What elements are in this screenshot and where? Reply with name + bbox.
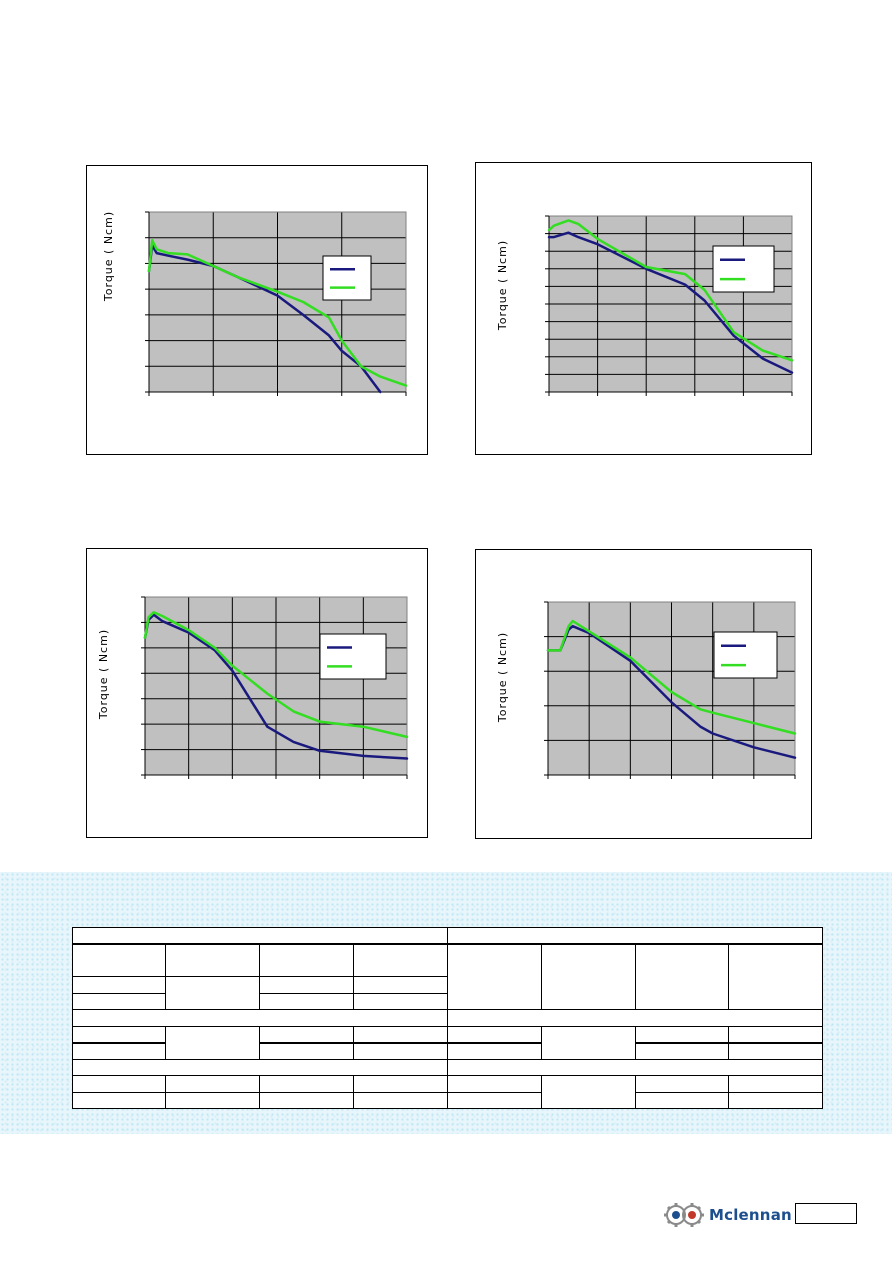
table-cell	[728, 1041, 823, 1060]
table-row	[72, 926, 823, 945]
table-cell	[353, 1075, 448, 1093]
table-cell	[541, 942, 636, 1011]
logo-wordmark: Mclennan	[709, 1206, 792, 1224]
chart-panel-2: Torque ( Ncm)	[475, 162, 812, 455]
table-cell	[259, 976, 354, 994]
table-cell	[728, 1025, 823, 1044]
y-axis-label: Torque ( Ncm)	[496, 632, 509, 723]
table-row	[72, 1025, 823, 1060]
table-cell	[635, 942, 729, 1011]
chart-panel-3: Torque ( Ncm)	[86, 548, 428, 838]
table-row	[72, 1058, 823, 1077]
table-cell	[72, 1009, 448, 1027]
table-row	[72, 1075, 823, 1109]
series-line-2	[546, 619, 797, 735]
y-axis-label: Torque ( Ncm)	[102, 211, 115, 302]
series-line-2	[547, 219, 794, 362]
table-cell	[728, 1091, 823, 1110]
torque-chart-4: Torque ( Ncm)	[496, 601, 797, 779]
table-cell	[72, 1075, 166, 1093]
table-cell	[259, 992, 354, 1011]
table-cell	[72, 976, 166, 994]
table-cell	[447, 926, 823, 945]
legend-box	[319, 633, 387, 680]
table-cell	[728, 942, 823, 1011]
gear-icon	[664, 1203, 704, 1227]
spec-table	[72, 926, 823, 1110]
table-cell	[447, 1058, 823, 1077]
legend-box	[712, 245, 775, 293]
table-cell	[353, 976, 448, 994]
y-axis-label: Torque ( Ncm)	[97, 629, 110, 720]
table-cell	[353, 992, 448, 1011]
table-cell	[447, 1041, 542, 1060]
table-cell	[635, 1075, 729, 1093]
table-cell	[165, 976, 260, 1011]
series-line-2	[143, 611, 409, 739]
chart-panel-4: Torque ( Ncm)	[475, 549, 812, 839]
legend-box	[322, 255, 372, 301]
table-row	[72, 942, 823, 1011]
table-cell	[353, 1025, 448, 1044]
table-cell	[259, 1091, 354, 1110]
table-cell	[165, 942, 260, 978]
table-row	[72, 1041, 823, 1060]
table-cell	[728, 1075, 823, 1093]
table-row	[72, 1009, 823, 1027]
table-cell	[72, 1091, 166, 1110]
table-cell	[541, 1025, 636, 1060]
table-cell	[165, 1091, 260, 1110]
y-axis-label: Torque ( Ncm)	[496, 240, 509, 331]
series-line-1	[143, 613, 409, 760]
series-line-2	[147, 239, 408, 387]
table-cell	[635, 1041, 729, 1060]
table-cell	[259, 1041, 354, 1060]
series-line-1	[547, 231, 794, 374]
torque-chart-2: Torque ( Ncm)	[496, 215, 794, 396]
page-number-box	[795, 1203, 857, 1224]
table-cell	[72, 1058, 448, 1077]
table-cell	[72, 942, 166, 978]
table-cell	[72, 1025, 166, 1044]
chart-panel-1: Torque ( Ncm)	[86, 165, 428, 455]
table-cell	[259, 1075, 354, 1093]
table-cell	[447, 1075, 542, 1093]
table-row	[72, 976, 823, 1011]
table-cell	[353, 1091, 448, 1110]
table-cell	[165, 1075, 260, 1093]
table-cell	[165, 1025, 260, 1060]
table-cell	[447, 1009, 823, 1027]
table-cell	[635, 1091, 729, 1110]
table-cell	[635, 1025, 729, 1044]
table-cell	[259, 1025, 354, 1044]
table-cell	[259, 942, 354, 978]
mclennan-logo: Mclennan	[662, 1200, 792, 1230]
torque-chart-3: Torque ( Ncm)	[97, 596, 409, 779]
table-cell	[72, 1041, 166, 1060]
table-cell	[72, 926, 448, 945]
table-cell	[353, 1041, 448, 1060]
table-row	[72, 1091, 823, 1110]
table-cell	[353, 942, 448, 978]
table-cell	[541, 1075, 636, 1109]
table-cell	[447, 1091, 542, 1110]
table-cell	[72, 992, 166, 1011]
torque-chart-1: Torque ( Ncm)	[102, 211, 408, 396]
table-cell	[447, 942, 542, 1011]
legend-box	[713, 631, 778, 679]
table-cell	[447, 1025, 542, 1044]
